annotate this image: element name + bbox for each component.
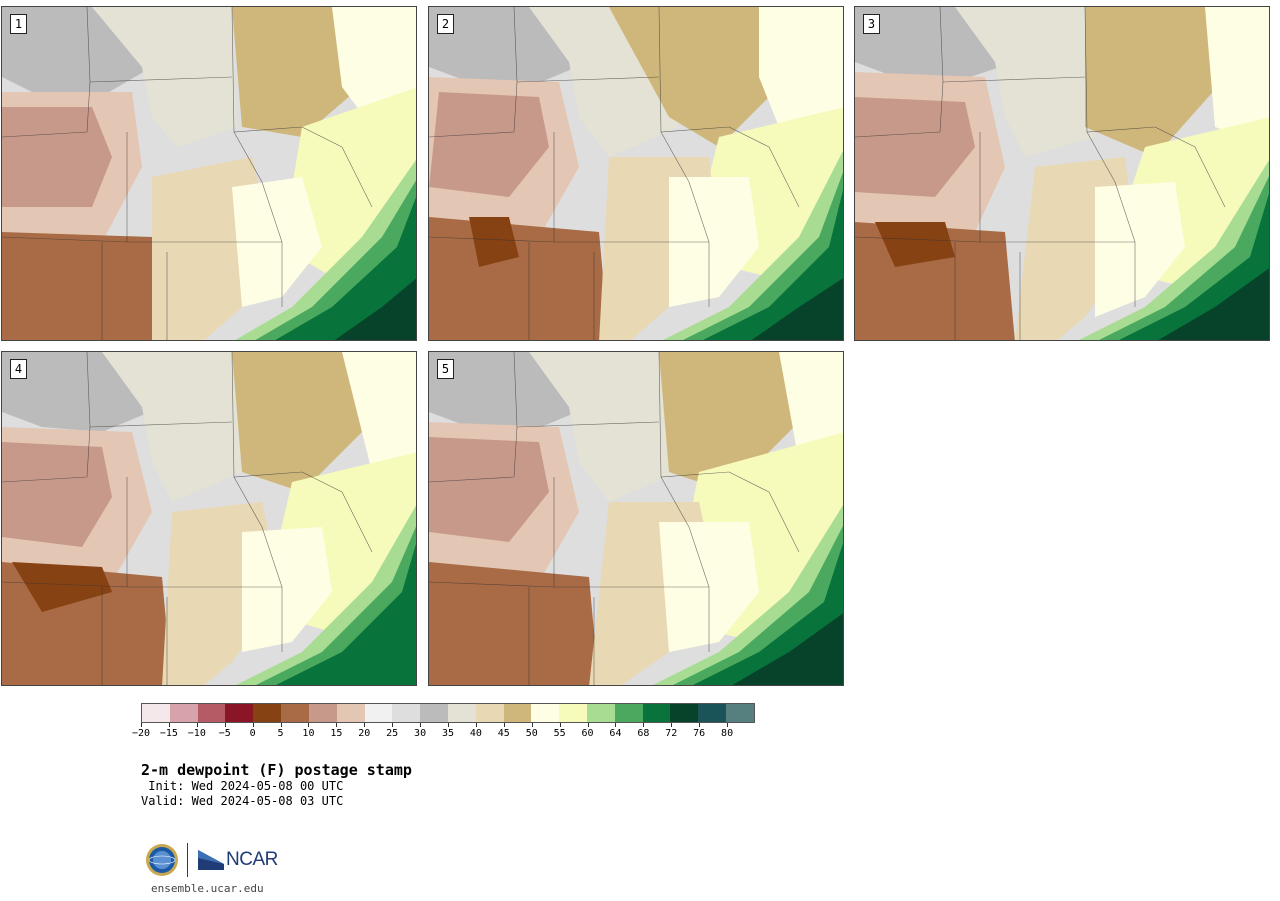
colorbar-tick-label: 35 <box>441 728 455 739</box>
colorbar-tick-label: −5 <box>218 728 231 739</box>
colorbar-tick <box>336 723 338 727</box>
valid-time: Valid: Wed 2024-05-08 03 UTC <box>141 794 344 808</box>
colorbar-swatch <box>642 704 671 722</box>
colorbar-swatch <box>670 704 699 722</box>
colorbar-tick-label: 30 <box>414 728 427 739</box>
ncar-wordmark: NCAR <box>226 849 278 870</box>
colorbar-swatch <box>142 704 170 722</box>
colorbar-swatch <box>336 704 365 722</box>
colorbar-tick <box>727 723 729 727</box>
colorbar-tick-label: 68 <box>637 728 650 739</box>
colorbar-tick <box>448 723 449 727</box>
dewpoint-map-4 <box>2 352 416 685</box>
colorbar-tick <box>364 723 366 727</box>
website-url[interactable]: ensemble.ucar.edu <box>151 882 264 895</box>
colorbar-tick <box>475 723 477 727</box>
panel-label-3: 3 <box>863 14 880 34</box>
colorbar-tick <box>503 723 505 727</box>
colorbar-swatch <box>169 704 198 722</box>
dewpoint-map-2 <box>429 7 843 340</box>
colorbar-tick <box>615 723 617 727</box>
colorbar-swatch <box>726 704 754 722</box>
colorbar-tick <box>308 723 310 727</box>
colorbar-tick-label: −15 <box>159 728 178 739</box>
colorbar-tick-label: 40 <box>469 728 482 739</box>
colorbar-swatch <box>197 704 226 722</box>
colorbar-tick <box>559 723 561 727</box>
colorbar-tick <box>141 723 142 727</box>
colorbar-tick <box>643 723 645 727</box>
dewpoint-map-5 <box>429 352 843 685</box>
colorbar-tick-label: 0 <box>249 728 256 739</box>
colorbar-tick <box>252 723 254 727</box>
colorbar-tick <box>671 723 673 727</box>
colorbar-tick-label: 15 <box>330 728 343 739</box>
colorbar-tick-label: 50 <box>525 728 538 739</box>
colorbar-swatch <box>308 704 337 722</box>
colorbar-tick-label: 76 <box>693 728 706 739</box>
colorbar-swatch <box>559 704 587 722</box>
plot-title: 2-m dewpoint (F) postage stamp <box>141 761 412 779</box>
map-panel-1[interactable]: 1 <box>1 6 417 341</box>
nsf-logo-icon <box>146 844 178 876</box>
colorbar-tick <box>587 723 589 727</box>
colorbar-tick <box>196 723 198 727</box>
panel-label-2: 2 <box>437 14 454 34</box>
colorbar-swatch <box>392 704 421 722</box>
panel-label-5: 5 <box>437 359 454 379</box>
colorbar-tick-label: 55 <box>553 728 566 739</box>
colorbar-swatch <box>503 704 532 722</box>
map-panel-3[interactable]: 3 <box>854 6 1270 341</box>
colorbar-swatch <box>587 704 615 722</box>
colorbar-tick-label: 5 <box>277 728 284 739</box>
colorbar-ticks: −20 −15 −10 −5 0 5 10 15 20 25 30 35 40 45 50 55 60 64 68 7… <box>132 723 755 742</box>
colorbar-tick-label: −20 <box>131 728 151 739</box>
colorbar-tick-label: 72 <box>665 728 678 739</box>
ncar-swoosh-icon <box>198 850 224 870</box>
map-panel-2[interactable]: 2 <box>428 6 844 341</box>
panel-label-1: 1 <box>10 14 27 34</box>
init-time: Init: Wed 2024-05-08 00 UTC <box>141 779 344 793</box>
colorbar-tick <box>168 723 170 727</box>
colorbar-swatch <box>253 704 282 722</box>
colorbar-tick-label: 64 <box>609 728 622 739</box>
colorbar-swatch <box>447 704 476 722</box>
colorbar-swatch <box>225 704 254 722</box>
colorbar-tick-label: 60 <box>581 728 594 739</box>
ncar-logo: NCAR <box>198 848 278 872</box>
colorbar-tick <box>392 723 394 727</box>
colorbar-swatch <box>364 704 393 722</box>
colorbar-swatch <box>614 704 643 722</box>
colorbar-tick <box>531 723 533 727</box>
colorbar-tick-label: 80 <box>721 728 734 739</box>
dewpoint-map-1 <box>2 7 416 340</box>
colorbar-tick-label: 20 <box>358 728 371 739</box>
dewpoint-map-3 <box>855 7 1269 340</box>
colorbar-tick-label: 25 <box>386 728 399 739</box>
colorbar-swatch <box>475 704 504 722</box>
colorbar-tick-label: 45 <box>497 728 510 739</box>
colorbar-tick-label: −10 <box>187 728 206 739</box>
colorbar-tick <box>420 723 422 727</box>
colorbar-tick <box>280 723 282 727</box>
colorbar-tick <box>224 723 226 727</box>
colorbar-tick <box>699 723 701 727</box>
colorbar-swatch <box>531 704 560 722</box>
colorbar-tick-label: 10 <box>302 728 315 739</box>
logo-separator <box>187 843 188 877</box>
map-panel-4[interactable]: 4 <box>1 351 417 686</box>
colorbar-swatch <box>420 704 448 722</box>
panel-label-4: 4 <box>10 359 27 379</box>
colorbar-swatch <box>698 704 727 722</box>
colorbar <box>141 703 755 723</box>
colorbar-swatch <box>281 704 309 722</box>
map-panel-5[interactable]: 5 <box>428 351 844 686</box>
